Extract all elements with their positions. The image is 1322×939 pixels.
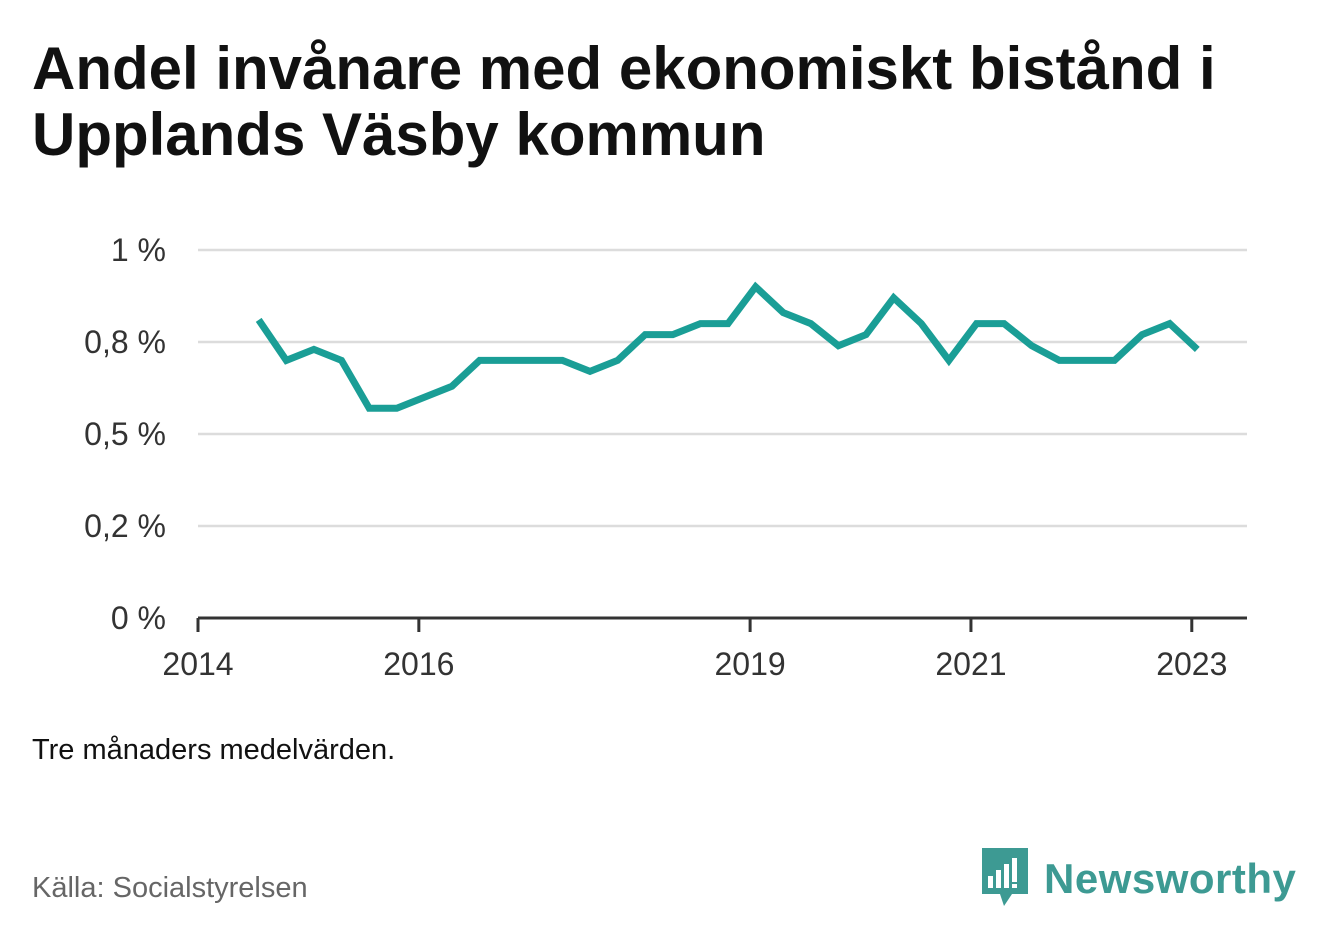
x-tick-label: 2023 — [1156, 646, 1227, 682]
chart-title: Andel invånare med ekonomiskt bistånd i … — [32, 35, 1216, 168]
newsworthy-logo: Newsworthy — [982, 848, 1296, 910]
y-tick-label: 0,8 % — [84, 324, 166, 360]
y-tick-label: 0 % — [111, 600, 166, 636]
y-tick-label: 0,5 % — [84, 416, 166, 452]
y-tick-label: 0,2 % — [84, 508, 166, 544]
chart-note: Tre månaders medelvärden. — [32, 734, 396, 766]
series-lines — [255, 281, 1200, 412]
bar-chart-speech-bubble-icon — [982, 848, 1028, 906]
logo-text: Newsworthy — [1044, 855, 1297, 902]
x-tick-label: 2021 — [935, 646, 1006, 682]
y-tick-label: 1 % — [111, 232, 166, 268]
y-axis-ticks: 0 % 0,2 % 0,5 % 0,8 % 1 % — [84, 232, 166, 636]
series-line — [255, 281, 1200, 412]
source-label: Källa: Socialstyrelsen — [32, 872, 308, 904]
x-tick-label: 2014 — [162, 646, 233, 682]
x-tick-label: 2016 — [383, 646, 454, 682]
gridlines — [198, 248, 1247, 528]
x-axis: 2014 2016 2019 2021 2023 — [162, 616, 1247, 682]
x-tick-label: 2019 — [715, 646, 786, 682]
